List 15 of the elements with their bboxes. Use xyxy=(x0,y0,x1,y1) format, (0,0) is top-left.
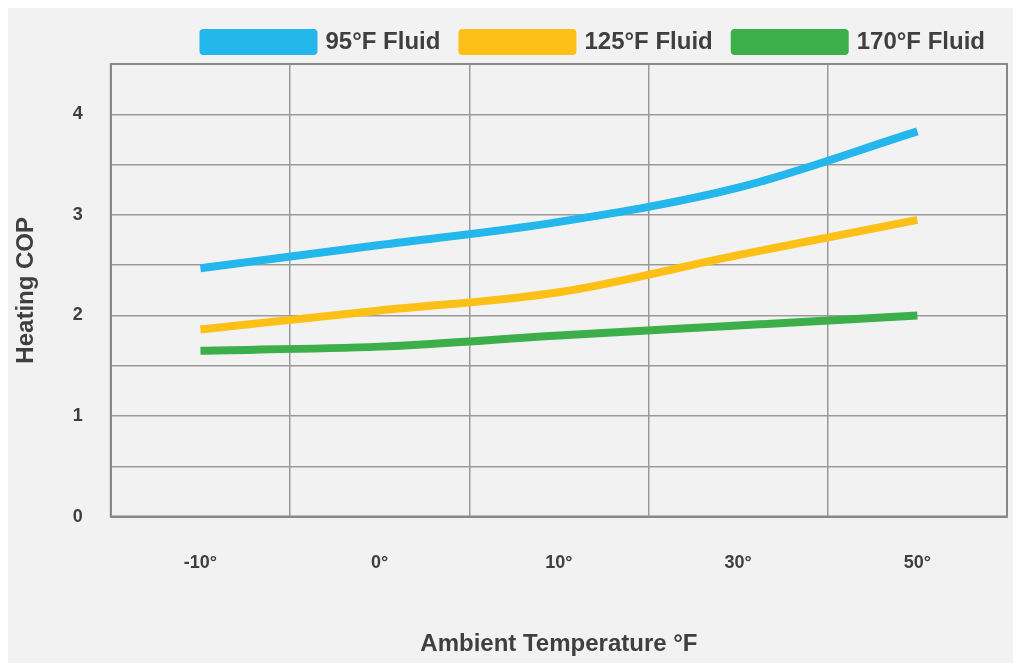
x-axis-title: Ambient Temperature °F xyxy=(420,629,698,657)
y-tick-label: 3 xyxy=(72,203,83,224)
x-tick-label: 0° xyxy=(371,552,389,573)
y-tick-label: 1 xyxy=(72,404,83,425)
legend-label: 95°F Fluid xyxy=(325,26,441,54)
x-tick-label: 10° xyxy=(545,552,573,573)
x-tick-label: 30° xyxy=(724,552,752,573)
x-tick-label: 50° xyxy=(903,552,931,573)
y-axis-title: Heating COP xyxy=(11,216,39,364)
y-tick-label: 0 xyxy=(72,505,83,526)
y-tick-label: 2 xyxy=(72,304,83,325)
legend-label: 170°F Fluid xyxy=(856,26,986,54)
y-tick-label: 4 xyxy=(72,103,83,124)
legend-label: 125°F Fluid xyxy=(584,26,713,54)
x-tick-label: -10° xyxy=(183,552,218,573)
